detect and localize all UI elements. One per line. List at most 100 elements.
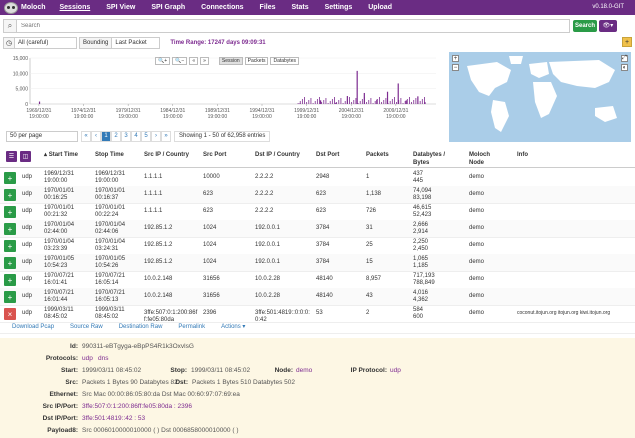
- column-visibility-icon[interactable]: ◫: [20, 151, 31, 162]
- histogram-bar[interactable]: [335, 102, 337, 104]
- nav-connections[interactable]: Connections: [201, 4, 244, 11]
- expand-row-icon[interactable]: +: [4, 189, 16, 201]
- cell-sport[interactable]: 10000: [203, 174, 220, 180]
- detail-ipproto[interactable]: udp: [390, 367, 401, 374]
- cell-src[interactable]: 1.1.1.1: [144, 191, 163, 197]
- map-toggle-icon[interactable]: ◐: [621, 64, 628, 71]
- map-expand-icon[interactable]: ⤢: [621, 55, 628, 62]
- page-4[interactable]: 4: [131, 130, 141, 142]
- col-packets[interactable]: Packets: [366, 152, 389, 158]
- pan-right-icon[interactable]: »: [200, 57, 209, 65]
- histogram-bar[interactable]: [397, 83, 399, 104]
- col-info[interactable]: Info: [517, 152, 528, 158]
- table-row[interactable]: + udp 1970/01/05 10:54:23 1970/01/05 10:54:26…: [0, 254, 635, 272]
- map-zoom-out-icon[interactable]: −: [452, 64, 459, 71]
- search-button[interactable]: Search: [573, 19, 597, 32]
- page-prev[interactable]: ‹: [91, 130, 101, 142]
- col-start-time[interactable]: ▴ Start Time: [44, 152, 78, 158]
- cell-dst[interactable]: 3ffe:501:4819::0:0:0:0:42: [255, 310, 310, 323]
- nav-sessions[interactable]: Sessions: [59, 4, 91, 11]
- cell-dport[interactable]: 3784: [316, 225, 330, 231]
- page-3[interactable]: 3: [121, 130, 131, 142]
- col-databytes[interactable]: Databytes / Bytes: [413, 152, 446, 166]
- cell-dport[interactable]: 2948: [316, 174, 330, 180]
- table-row[interactable]: + udp 1970/07/21 16:01:44 1970/07/21 16:05:13…: [0, 288, 635, 306]
- cell-sport[interactable]: 623: [203, 208, 214, 214]
- cell-src[interactable]: 192.85.1.2: [144, 242, 173, 248]
- cell-dst[interactable]: 10.0.2.28: [255, 293, 281, 299]
- cell-sport[interactable]: 1024: [203, 225, 217, 231]
- nav-spi-view[interactable]: SPI View: [106, 4, 136, 11]
- cell-protocol[interactable]: udp: [22, 191, 33, 197]
- detail-protocol-dns[interactable]: dns: [98, 355, 109, 362]
- cell-sport[interactable]: 2396: [203, 310, 217, 316]
- expand-row-icon[interactable]: +: [4, 257, 16, 269]
- page-next[interactable]: ›: [151, 130, 161, 142]
- page-5[interactable]: 5: [141, 130, 151, 142]
- eye-dropdown-button[interactable]: 👁▾: [599, 19, 617, 32]
- actions-dropdown[interactable]: Actions ▾: [221, 324, 246, 330]
- add-icon[interactable]: +: [622, 37, 632, 47]
- graph-databytes-button[interactable]: Databytes: [270, 57, 299, 65]
- search-input[interactable]: [17, 18, 570, 33]
- col-dst-port[interactable]: Dst Port: [316, 152, 340, 158]
- detail-dst-ip[interactable]: 3ffe:501:4819::42 : 53: [82, 415, 146, 422]
- cell-sport[interactable]: 1024: [203, 242, 217, 248]
- table-row[interactable]: × udp 1999/03/11 08:45:02 1999/03/11 08:45:02…: [0, 305, 635, 323]
- cell-src[interactable]: 10.0.2.148: [144, 276, 173, 282]
- cell-protocol[interactable]: udp: [22, 276, 33, 282]
- table-row[interactable]: + udp 1970/01/01 00:21:32 1970/01/01 00:22:24…: [0, 203, 635, 221]
- cell-protocol[interactable]: udp: [22, 208, 33, 214]
- col-node[interactable]: Moloch Node: [469, 152, 490, 166]
- page-1[interactable]: 1: [101, 130, 111, 142]
- col-stop-time[interactable]: Stop Time: [95, 152, 124, 158]
- col-src-port[interactable]: Src Port: [203, 152, 227, 158]
- permalink-link[interactable]: Permalink: [178, 323, 206, 330]
- collapse-row-icon[interactable]: ×: [4, 308, 16, 320]
- cell-sport[interactable]: 623: [203, 191, 214, 197]
- histogram-bar[interactable]: [356, 70, 358, 104]
- histogram-bar[interactable]: [376, 99, 378, 104]
- col-dst-ip[interactable]: Dst IP / Country: [255, 152, 300, 158]
- histogram-bar[interactable]: [320, 100, 322, 104]
- destination-raw-link[interactable]: Destination Raw: [118, 323, 163, 330]
- nav-files[interactable]: Files: [259, 4, 276, 11]
- cell-sport[interactable]: 1024: [203, 259, 217, 265]
- owl-logo-icon[interactable]: [4, 1, 18, 14]
- cell-src[interactable]: 3ffe:507:0:1:200:86ff:fe05:80da: [144, 310, 198, 323]
- cell-src[interactable]: 192.85.1.2: [144, 225, 173, 231]
- page-2[interactable]: 2: [111, 130, 121, 142]
- bounding-select[interactable]: Last Packet: [112, 37, 161, 49]
- cell-protocol[interactable]: udp: [22, 225, 33, 231]
- col-src-ip[interactable]: Src IP / Country: [144, 152, 189, 158]
- cell-protocol[interactable]: udp: [22, 242, 33, 248]
- nav-upload[interactable]: Upload: [368, 4, 392, 11]
- table-row[interactable]: + udp 1970/01/04 03:23:39 1970/01/04 03:24:31…: [0, 237, 635, 255]
- cell-dst[interactable]: 2.2.2.2: [255, 174, 274, 180]
- cell-dst[interactable]: 10.0.2.28: [255, 276, 281, 282]
- histogram-bar[interactable]: [424, 102, 426, 104]
- expand-row-icon[interactable]: +: [4, 274, 16, 286]
- table-row[interactable]: + udp 1970/01/04 02:44:00 1970/01/04 02:44:06…: [0, 220, 635, 238]
- cell-dport[interactable]: 48140: [316, 293, 333, 299]
- per-page-select[interactable]: 50 per page: [6, 130, 78, 142]
- cell-dport[interactable]: 53: [316, 310, 323, 316]
- nav-settings[interactable]: Settings: [324, 4, 353, 11]
- cell-dport[interactable]: 623: [316, 208, 327, 214]
- histogram-bar[interactable]: [417, 96, 419, 104]
- cell-dport[interactable]: 623: [316, 191, 327, 197]
- cell-protocol[interactable]: udp: [22, 259, 33, 265]
- graph-session-button[interactable]: Session: [218, 57, 243, 65]
- cell-sport[interactable]: 31656: [203, 276, 220, 282]
- histogram-bar[interactable]: [38, 101, 41, 104]
- cell-src[interactable]: 10.0.2.148: [144, 293, 173, 299]
- expand-row-icon[interactable]: +: [4, 291, 16, 303]
- page-first[interactable]: «: [81, 130, 91, 142]
- expand-row-icon[interactable]: +: [4, 172, 16, 184]
- map-zoom-in-icon[interactable]: +: [452, 55, 459, 62]
- detail-protocol-udp[interactable]: udp: [82, 355, 93, 362]
- cell-dst[interactable]: 192.0.0.1: [255, 242, 281, 248]
- cell-dport[interactable]: 3784: [316, 259, 330, 265]
- cell-protocol[interactable]: udp: [22, 293, 33, 299]
- cell-src[interactable]: 1.1.1.1: [144, 208, 163, 214]
